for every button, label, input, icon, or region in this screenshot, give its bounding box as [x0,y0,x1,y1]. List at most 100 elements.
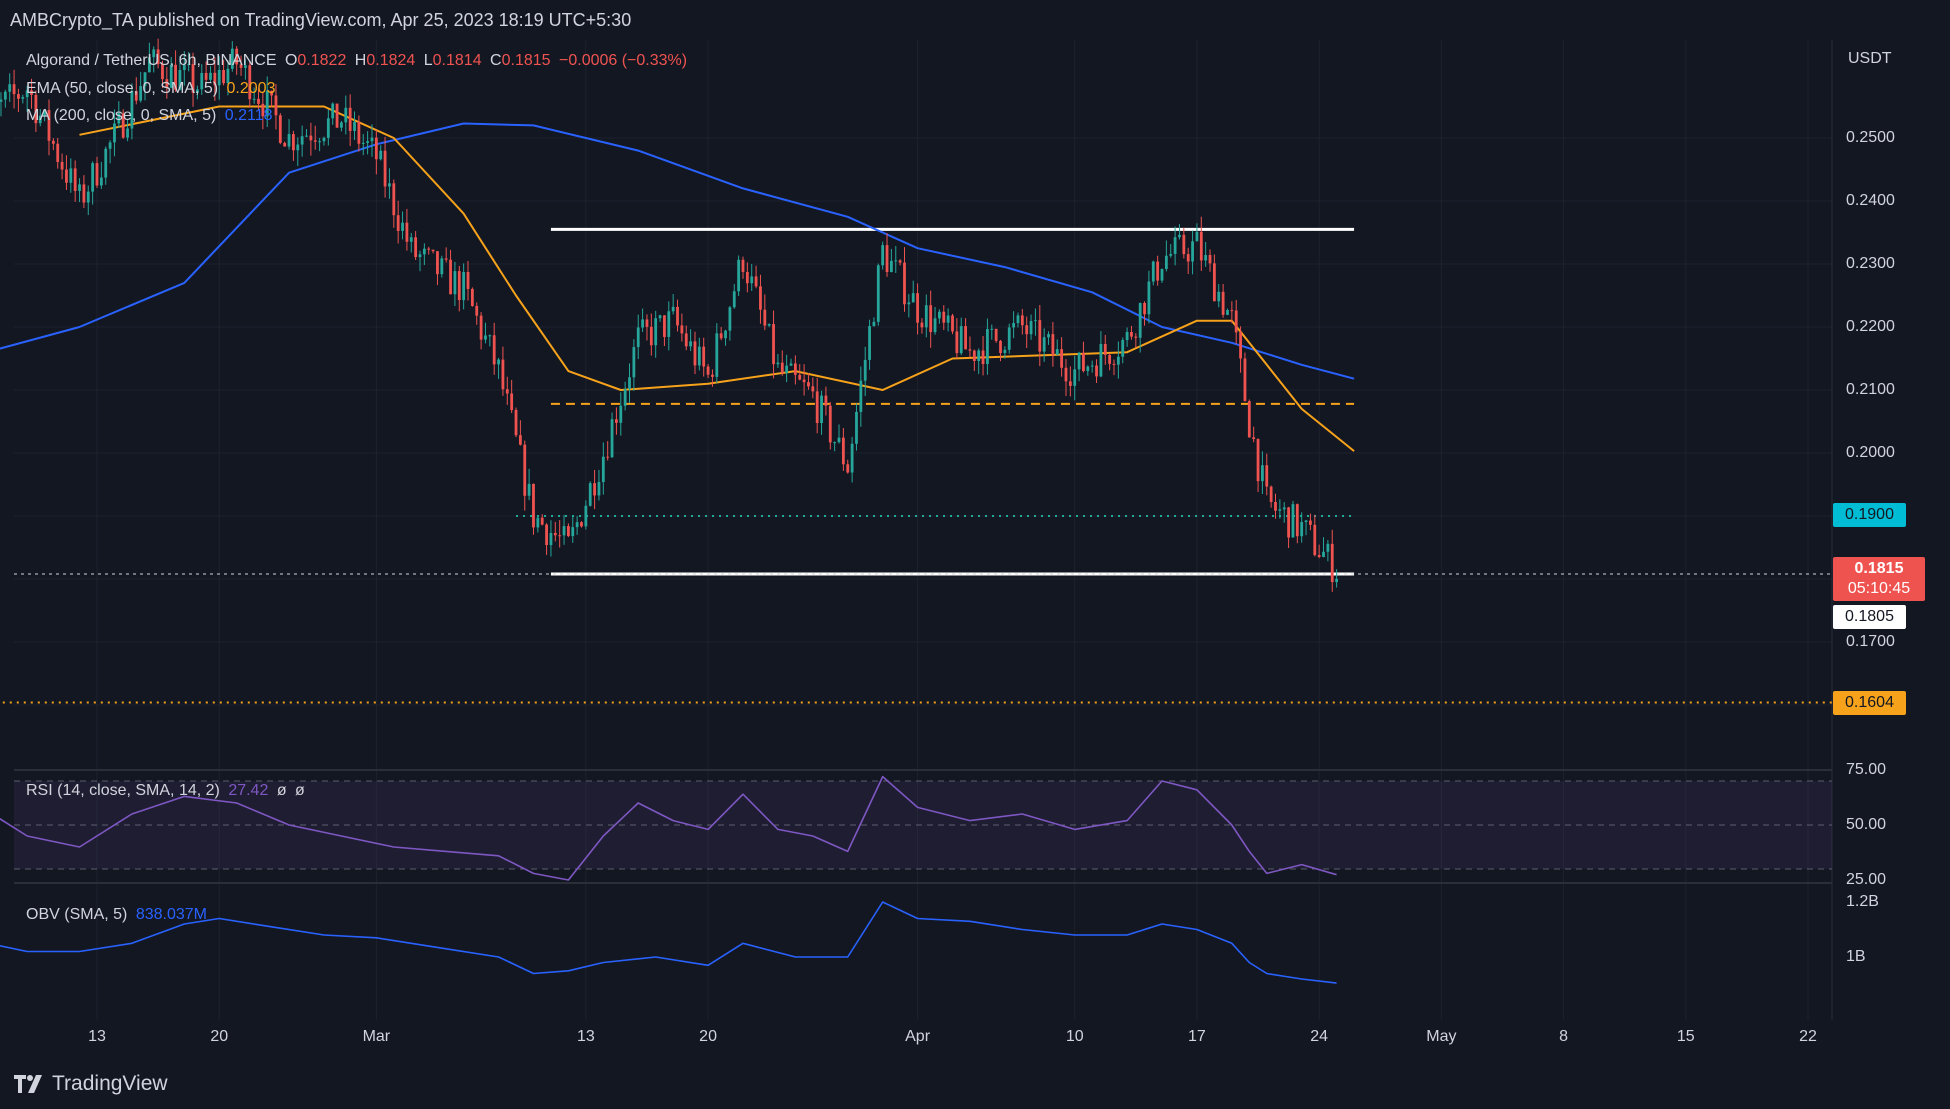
candle-body [1051,334,1055,355]
ma-label: MA (200, close, 0, SMA, 5) [26,107,217,124]
candle-body [1274,502,1277,511]
candle-body [1160,268,1164,281]
candle-body [676,306,679,326]
countdown-timer: 05:10:45 [1847,580,1911,597]
candle-body [414,237,418,258]
time-tick-label: 10 [1066,1028,1084,1045]
price-tick-label: 0.2500 [1846,129,1895,146]
current-price-value: 0.1815 [1854,560,1904,577]
candle-body [1016,315,1020,324]
low-label: L [423,52,433,69]
candle-body [475,305,479,316]
candle-body [300,136,304,145]
candle-body [802,379,806,383]
candle-body [667,311,671,337]
candle-body [728,307,732,331]
candle-body [881,245,885,266]
candle-body [977,350,981,362]
rsi-value: 27.42 [228,782,269,799]
candle-body [1086,366,1090,372]
candle-body [1287,507,1290,538]
ma200-path [0,122,1355,380]
symbol-name: Algorand / TetherUS, 6h, BINANCE [26,52,277,69]
candle-body [388,183,391,187]
candle-body [418,254,422,258]
candle-body [12,84,16,95]
candle-body [1182,234,1186,255]
candle-body [1130,332,1133,337]
time-tick-label: 17 [1188,1028,1206,1045]
candle-body [134,91,138,101]
obv-tick-label: 1B [1846,948,1866,965]
candle-body [8,84,12,92]
candle-body [911,293,915,303]
candle-body [126,128,129,138]
candle-body [457,271,461,301]
candle-body [593,483,596,496]
candle-body [824,395,828,406]
footer-brand-text: TradingView [52,1072,168,1095]
candle-body [837,437,841,443]
candle-body [313,140,317,142]
candle-body [549,532,553,546]
candle-body [1134,336,1138,338]
candle-body [1090,365,1094,367]
candle-body [86,191,90,203]
candle-body [951,315,954,332]
candle-body [401,222,404,231]
candle-body [1313,524,1317,556]
candle-body [178,69,182,90]
candle-body [113,123,116,143]
candle-body [1138,303,1142,338]
rsi-path [0,775,1337,881]
candle-body [292,134,295,151]
candle-body [331,103,335,119]
candle-body [505,389,509,394]
candle-body [1042,337,1046,352]
symbol-legend: Algorand / TetherUS, 6h, BINANCE O0.1822… [26,52,691,70]
rsi-tick-label: 25.00 [1846,871,1886,888]
ma200-line [0,122,1355,380]
ma-value: 0.2118 [224,107,273,124]
candle-body [1191,241,1194,262]
candle-body [680,325,684,334]
candle-body [876,265,880,322]
candle-body [1038,320,1042,352]
candle-body [527,483,531,496]
candle-body [444,258,448,260]
candle-body [968,349,972,351]
candle-body [366,141,370,143]
candle-body [156,49,160,65]
candle-body [636,327,640,348]
candle-body [257,98,260,104]
publisher-header: AMBCrypto_TA published on TradingView.co… [10,10,632,30]
candle-body [497,359,500,365]
candle-body [392,183,396,216]
rsi-label: RSI (14, close, SMA, 14, 2) [26,782,220,799]
ema-value: 0.2003 [226,80,276,97]
candle-body [1322,551,1325,557]
candle-body [383,150,387,187]
candle-body [658,315,662,319]
candle-body [1204,255,1208,261]
time-tick-label: 20 [699,1028,717,1045]
change-value: −0.0006 (−0.33%) [559,52,688,69]
candle-body [1226,310,1229,315]
candle-body [56,143,60,162]
candle-body [745,272,749,284]
candle-body [244,65,247,68]
candle-body [619,405,623,423]
candle-body [706,366,710,375]
time-tick-label: 22 [1799,1028,1817,1045]
candle-body [518,435,522,445]
candle-body [872,321,876,327]
candle-body [846,464,850,473]
candle-body [409,237,413,242]
candle-body [165,79,169,88]
obv-value: 838.037M [135,906,207,923]
candle-body [230,48,234,69]
open-value: 0.1822 [297,52,347,69]
candle-body [108,142,112,149]
obv-legend: OBV (SMA, 5) 838.037M [26,906,211,924]
